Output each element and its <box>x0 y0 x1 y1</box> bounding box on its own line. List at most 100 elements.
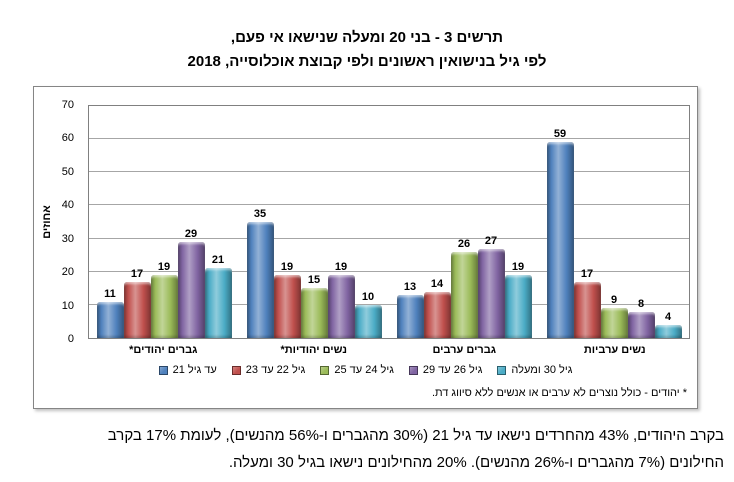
bar-value-label: 17 <box>580 267 594 280</box>
bar-column: 19 <box>273 106 301 338</box>
bar-column: 35 <box>246 106 274 338</box>
bar-value-label: 35 <box>253 208 267 220</box>
legend-label: גיל 30 ומעלה <box>511 364 573 376</box>
bar-value-label: 26 <box>457 237 471 250</box>
bar-value-label: 11 <box>104 287 116 300</box>
bar-value-label: 14 <box>430 277 444 290</box>
bar-column: 8 <box>627 106 655 338</box>
bar <box>477 248 505 338</box>
bar <box>546 142 574 338</box>
chart-footnote: * יהודים - כולל נוצרים לא ערבים או אנשים… <box>431 387 687 399</box>
y-tick-label: 20 <box>61 266 74 279</box>
bar-column: 21 <box>204 106 232 338</box>
bar-value-label: 8 <box>637 297 645 310</box>
legend-marker <box>231 365 241 375</box>
bar-value-label: 10 <box>361 290 375 303</box>
bar <box>504 275 532 338</box>
gridline <box>89 270 689 272</box>
legend-item: גיל 30 ומעלה <box>497 364 572 376</box>
chart-legend: עד גיל 21 גיל 22 עד 23 גיל 24 עד 25 גיל 26 … <box>34 364 697 376</box>
bar-value-label: 15 <box>307 274 321 287</box>
summary-paragraph: בקרב היהודים, 43% מהחרדים נישאו עד גיל 2… <box>10 422 724 476</box>
bar <box>150 275 178 338</box>
summary-line1: בקרב היהודים, 43% מהחרדים נישאו עד גיל 2… <box>107 427 724 444</box>
y-tick-label: 0 <box>67 333 74 345</box>
bar-column: 9 <box>600 106 628 338</box>
bar <box>300 288 328 338</box>
bar-column: 19 <box>327 106 355 338</box>
legend-marker <box>320 365 330 375</box>
legend-marker <box>408 365 418 375</box>
bar-value-label: 13 <box>403 280 417 293</box>
bar-column: 10 <box>354 106 382 338</box>
category-axis: גברים יהודים* נשים יהודיות* גברים ערבים נשי… <box>88 344 690 356</box>
bar <box>573 281 601 338</box>
bar <box>177 241 205 338</box>
bar-group: 59 17 9 8 4 <box>539 106 689 338</box>
bar <box>396 294 424 338</box>
bar-column: 17 <box>573 106 601 338</box>
bar-value-label: 19 <box>280 261 294 274</box>
bar <box>423 291 451 338</box>
bar <box>627 311 655 338</box>
legend-label: גיל 24 עד 25 <box>334 364 394 376</box>
bar-value-label: 19 <box>511 261 525 274</box>
bar-group: 11 17 19 29 21 <box>89 106 239 338</box>
y-tick-label: 30 <box>61 232 74 245</box>
bar <box>273 275 301 338</box>
bar-column: 4 <box>654 106 682 338</box>
y-tick-label: 70 <box>61 99 74 111</box>
gridline <box>89 171 689 173</box>
bar-column: 29 <box>177 106 205 338</box>
bar-group: 35 19 15 19 10 <box>239 106 389 338</box>
bar <box>654 324 682 338</box>
page-title-line2: לפי גיל בנישואין ראשונים ולפי קבוצת אוכל… <box>187 53 547 70</box>
bar <box>450 251 478 338</box>
legend-label: גיל 22 עד 23 <box>245 364 306 376</box>
category-label: נשים יהודיות* <box>280 344 348 356</box>
bar-value-label: 29 <box>184 227 198 240</box>
bar-column: 59 <box>546 106 574 338</box>
bar <box>204 268 232 338</box>
bar-column: 19 <box>504 106 532 338</box>
bar-column: 26 <box>450 106 478 338</box>
page-title-line1: תרשים 3 - בני 20 ומעלה שנישאו אי פעם, <box>230 29 504 46</box>
plot-area: 11 17 19 29 21 35 19 15 19 10 13 14 26 27 19 59 17 9 8 4 <box>88 105 690 339</box>
page-title: תרשים 3 - בני 20 ומעלה שנישאו אי פעם, לפ… <box>0 26 734 74</box>
chart-frame: אחוזים 0 10 20 30 40 50 60 70 11 17 19 29 21 35 19 15 1… <box>33 86 698 409</box>
legend-label: גיל 26 עד 29 <box>422 364 483 376</box>
bar-value-label: 19 <box>334 261 348 274</box>
legend-item: גיל 26 עד 29 <box>408 364 483 376</box>
gridline <box>89 138 689 140</box>
bar-column: 17 <box>123 106 151 338</box>
bar <box>354 304 382 338</box>
bar-column: 27 <box>477 106 505 338</box>
bar <box>96 301 124 338</box>
legend-label: עד גיל 21 <box>172 364 217 376</box>
bar <box>246 222 274 338</box>
legend-item: גיל 22 עד 23 <box>231 364 306 376</box>
gridline <box>89 237 689 239</box>
bar-value-label: 9 <box>610 294 618 307</box>
legend-item: עד גיל 21 <box>158 364 217 376</box>
bar-value-label: 17 <box>130 267 144 280</box>
bar-group: 13 14 26 27 19 <box>389 106 539 338</box>
bar <box>600 308 628 338</box>
y-axis-ticks: 0 10 20 30 40 50 60 70 <box>34 99 82 345</box>
bar-value-label: 19 <box>157 261 171 274</box>
legend-item: גיל 24 עד 25 <box>320 364 394 376</box>
bar-column: 11 <box>96 106 124 338</box>
gridline <box>89 204 689 206</box>
bar-column: 14 <box>423 106 451 338</box>
bar <box>327 275 355 338</box>
bar-value-label: 27 <box>484 234 498 247</box>
bar-value-label: 21 <box>211 254 225 267</box>
bar-column: 13 <box>396 106 424 338</box>
gridline <box>89 303 689 305</box>
y-tick-label: 40 <box>61 199 74 212</box>
y-tick-label: 60 <box>61 132 74 145</box>
bar-column: 19 <box>150 106 178 338</box>
bar-value-label: 4 <box>664 310 672 323</box>
summary-line2: החילונים (7% מהגברים ו-26% מהנשים). 20% … <box>228 454 724 471</box>
bar-column: 15 <box>300 106 328 338</box>
